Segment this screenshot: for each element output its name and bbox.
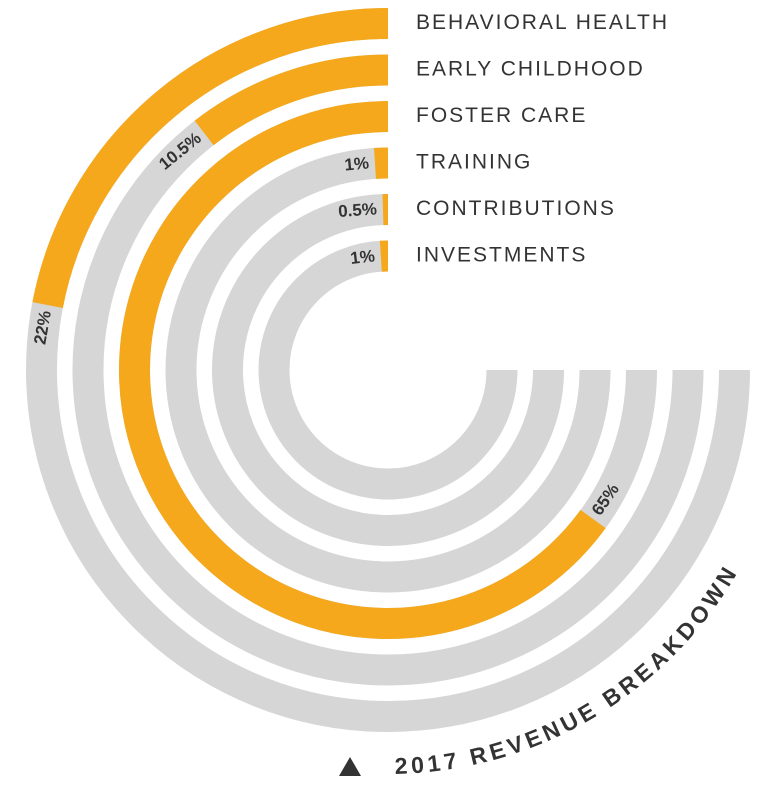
category-label: FOSTER CARE xyxy=(416,104,587,127)
track xyxy=(165,147,611,593)
category-label: INVESTMENTS xyxy=(416,244,587,267)
value-label: 0.5% xyxy=(338,199,378,221)
track xyxy=(258,240,518,500)
category-label: EARLY CHILDHOOD xyxy=(416,58,645,81)
bar xyxy=(119,101,606,639)
category-label: CONTRIBUTIONS xyxy=(416,197,616,220)
track xyxy=(72,54,704,686)
track xyxy=(212,194,564,546)
value-label: 1% xyxy=(349,246,376,268)
category-label: TRAINING xyxy=(416,151,532,174)
bar xyxy=(194,54,389,146)
title-marker xyxy=(339,757,361,776)
bar xyxy=(32,8,389,308)
category-label: BEHAVIORAL HEALTH xyxy=(416,11,669,34)
value-label: 1% xyxy=(344,153,370,174)
